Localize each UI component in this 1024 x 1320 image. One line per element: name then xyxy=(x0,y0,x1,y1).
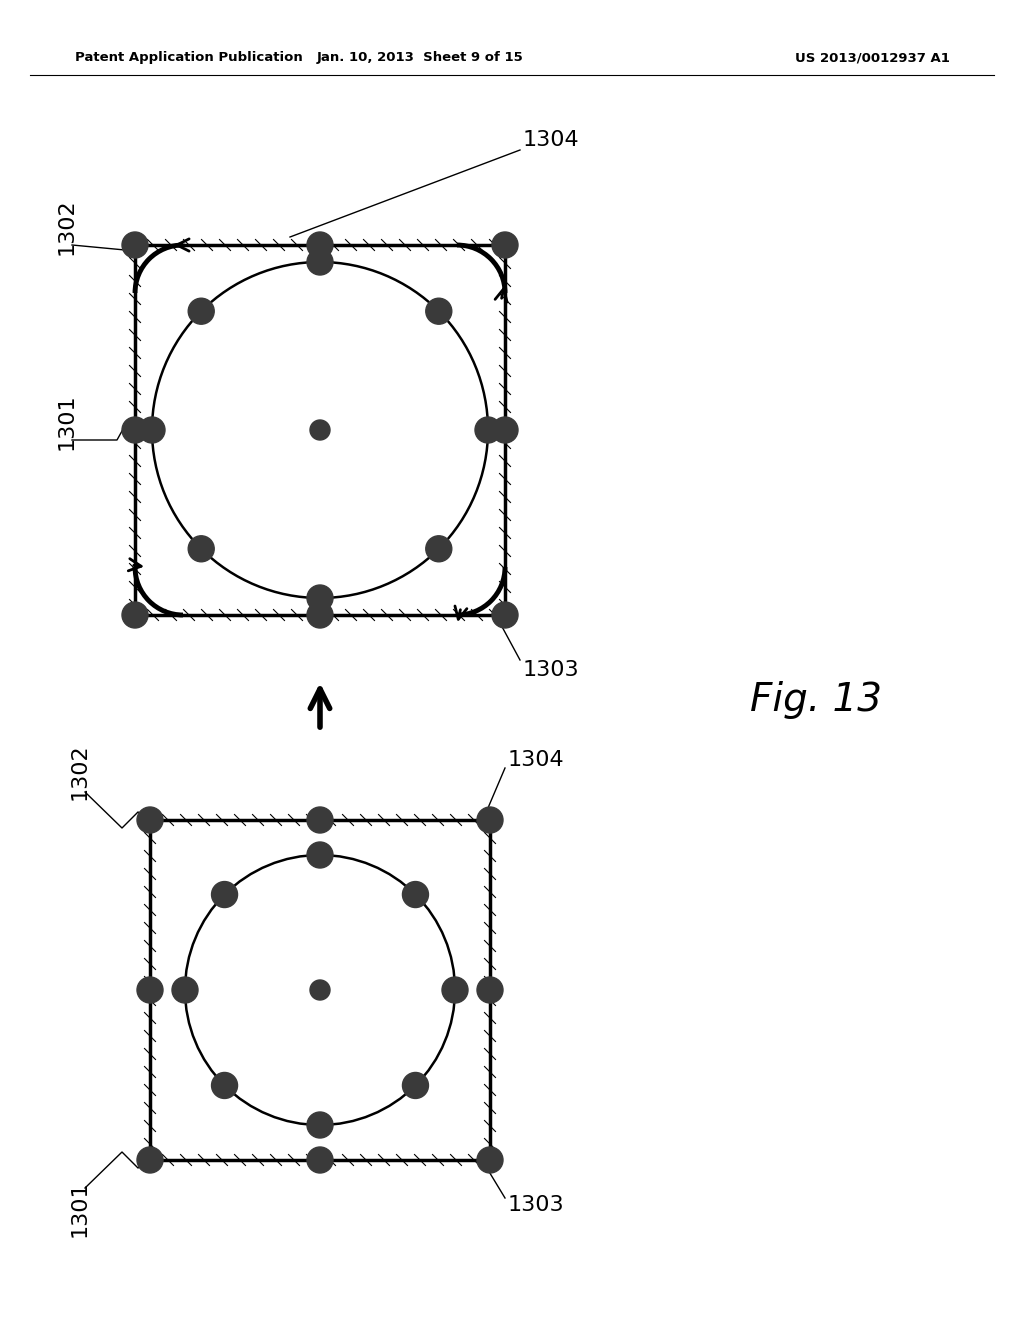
Circle shape xyxy=(426,536,452,562)
Circle shape xyxy=(477,977,503,1003)
Circle shape xyxy=(137,807,163,833)
Text: 1303: 1303 xyxy=(523,660,580,680)
Circle shape xyxy=(402,1072,428,1098)
Circle shape xyxy=(188,536,214,562)
Circle shape xyxy=(307,1147,333,1173)
Circle shape xyxy=(139,417,165,444)
Circle shape xyxy=(307,807,333,833)
Circle shape xyxy=(492,232,518,257)
Circle shape xyxy=(492,602,518,628)
Circle shape xyxy=(307,585,333,611)
Text: 1304: 1304 xyxy=(523,129,580,150)
Circle shape xyxy=(307,842,333,869)
Circle shape xyxy=(122,602,148,628)
Circle shape xyxy=(122,417,148,444)
Circle shape xyxy=(310,420,330,440)
Text: Patent Application Publication: Patent Application Publication xyxy=(75,51,303,65)
Circle shape xyxy=(442,977,468,1003)
Bar xyxy=(135,246,505,615)
Circle shape xyxy=(188,298,214,325)
Text: Jan. 10, 2013  Sheet 9 of 15: Jan. 10, 2013 Sheet 9 of 15 xyxy=(316,51,523,65)
Bar xyxy=(150,820,490,1160)
Circle shape xyxy=(307,232,333,257)
Text: Fig. 13: Fig. 13 xyxy=(750,681,882,719)
Circle shape xyxy=(475,417,501,444)
Circle shape xyxy=(307,602,333,628)
Circle shape xyxy=(492,417,518,444)
Circle shape xyxy=(307,1111,333,1138)
Text: 1302: 1302 xyxy=(70,743,90,800)
Text: 1301: 1301 xyxy=(70,1180,90,1237)
Text: 1303: 1303 xyxy=(508,1195,564,1214)
Circle shape xyxy=(212,1072,238,1098)
Text: 1302: 1302 xyxy=(57,198,77,255)
Circle shape xyxy=(172,977,198,1003)
Circle shape xyxy=(307,249,333,275)
Circle shape xyxy=(477,1147,503,1173)
Text: US 2013/0012937 A1: US 2013/0012937 A1 xyxy=(795,51,950,65)
Circle shape xyxy=(402,882,428,908)
Text: 1301: 1301 xyxy=(57,393,77,450)
Circle shape xyxy=(137,977,163,1003)
Circle shape xyxy=(212,882,238,908)
Circle shape xyxy=(137,1147,163,1173)
Circle shape xyxy=(310,979,330,1001)
Circle shape xyxy=(426,298,452,325)
Circle shape xyxy=(122,232,148,257)
Text: 1304: 1304 xyxy=(508,750,564,770)
Circle shape xyxy=(477,807,503,833)
